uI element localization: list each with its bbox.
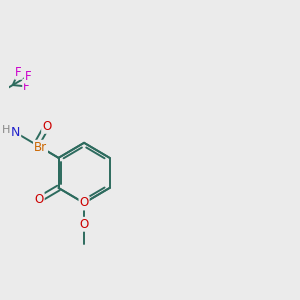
Text: O: O <box>42 120 51 133</box>
Text: O: O <box>80 218 89 231</box>
Text: H: H <box>2 125 11 135</box>
Text: O: O <box>34 193 44 206</box>
Text: F: F <box>25 70 31 83</box>
Text: N: N <box>11 126 20 139</box>
Text: O: O <box>80 196 89 209</box>
Text: Br: Br <box>34 141 47 154</box>
Text: F: F <box>23 80 30 93</box>
Text: F: F <box>15 66 22 79</box>
